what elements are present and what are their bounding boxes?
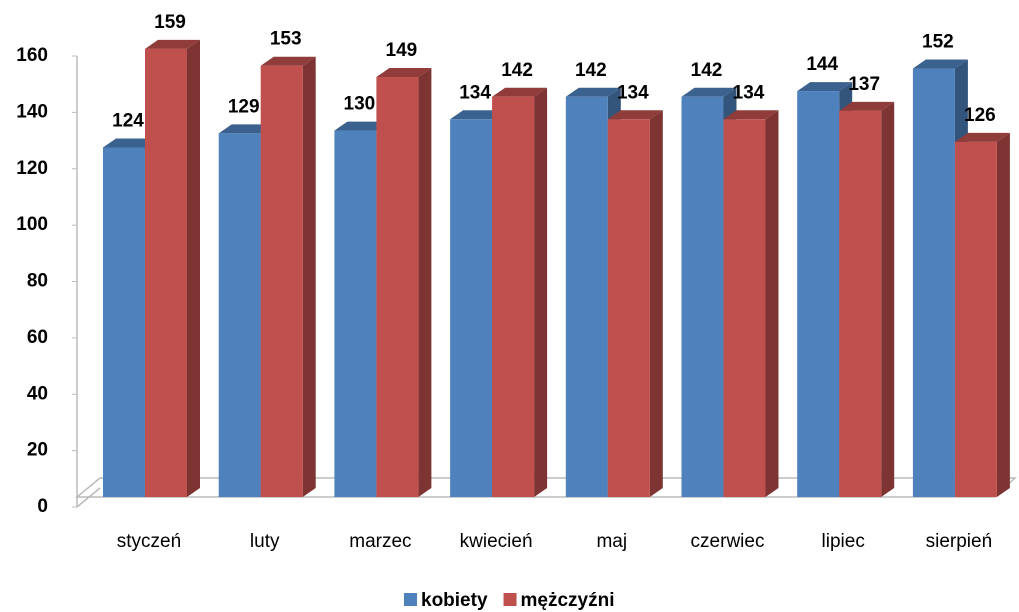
bar-front (607, 119, 650, 497)
bar-side (418, 68, 432, 497)
bar-side (187, 39, 200, 497)
bar-front (218, 133, 261, 497)
bar (145, 39, 200, 497)
bar-top (334, 121, 390, 131)
value-label: 142 (691, 60, 723, 81)
bar-front (912, 68, 955, 498)
bar-top (450, 110, 506, 120)
bar (260, 56, 316, 497)
bar-front (839, 110, 882, 498)
bar-front (954, 141, 997, 497)
bar-top (607, 110, 663, 120)
value-label: 134 (459, 82, 491, 103)
value-label: 130 (344, 94, 376, 115)
y-tick-label: 140 (16, 101, 48, 122)
value-label: 129 (228, 96, 260, 117)
bar-top (912, 59, 968, 69)
bar (607, 110, 663, 497)
bar-top (218, 124, 274, 134)
value-label: 124 (112, 110, 144, 131)
value-label: 126 (964, 105, 996, 126)
y-tick-label: 20 (27, 440, 48, 461)
x-tick-label: marzec (349, 531, 411, 552)
y-tick-label: 40 (27, 383, 48, 404)
bar-top (145, 39, 200, 49)
bar-side (881, 101, 895, 498)
x-tick-label: sierpień (926, 531, 993, 552)
x-tick-label: maj (596, 531, 627, 552)
value-label: 137 (848, 74, 880, 95)
bar-top (103, 138, 158, 148)
bar-front (565, 96, 608, 498)
bar-front (450, 119, 493, 497)
bar-side (765, 110, 779, 497)
value-label: 149 (386, 40, 418, 61)
y-tick-label: 160 (16, 45, 48, 66)
value-label: 144 (806, 54, 838, 75)
value-label: 152 (922, 32, 954, 53)
bar-front (145, 48, 187, 497)
legend-swatch (404, 593, 417, 606)
bar-top (565, 87, 621, 97)
legend-swatch (503, 593, 517, 606)
legend-label: kobiety (421, 590, 488, 611)
bar-front (797, 91, 840, 497)
x-tick-label: luty (250, 531, 280, 552)
legend-label: mężczyźni (521, 590, 615, 611)
bar (492, 87, 548, 498)
bar-front (334, 130, 377, 497)
x-tick-label: lipiec (822, 531, 865, 552)
x-tick-label: styczeń (117, 531, 181, 552)
bar-front (376, 77, 419, 497)
bar (723, 110, 779, 497)
bar-top (839, 101, 895, 111)
bar-top (492, 87, 548, 97)
bar-top (681, 87, 737, 97)
bar (954, 132, 1010, 497)
bar-front (723, 119, 766, 497)
bar-top (954, 132, 1010, 142)
bar-front (260, 65, 303, 497)
x-tick-label: kwiecień (460, 531, 533, 552)
bar-side (302, 56, 316, 497)
bar (839, 101, 895, 498)
value-label: 153 (270, 29, 302, 50)
bar-side (649, 110, 663, 497)
bar-top (723, 110, 779, 120)
y-tick-label: 80 (27, 271, 48, 292)
bar-side (534, 87, 548, 498)
axis-corner (76, 487, 101, 508)
y-tick-label: 0 (37, 496, 48, 517)
value-label: 134 (733, 82, 765, 103)
y-tick-label: 120 (16, 158, 48, 179)
y-tick-label: 60 (27, 327, 48, 348)
bar-top (797, 82, 853, 92)
value-label: 142 (575, 60, 607, 81)
bar-top (376, 68, 432, 78)
value-label: 142 (501, 60, 533, 81)
bar-front (681, 96, 724, 498)
bar-side (996, 132, 1010, 497)
bar-front (492, 96, 535, 498)
bar (376, 68, 432, 497)
value-label: 159 (154, 12, 186, 33)
y-tick-label: 100 (16, 214, 48, 235)
bar-top (260, 56, 316, 66)
value-label: 134 (617, 82, 649, 103)
x-tick-label: czerwiec (691, 531, 765, 552)
bar-front (103, 147, 145, 497)
